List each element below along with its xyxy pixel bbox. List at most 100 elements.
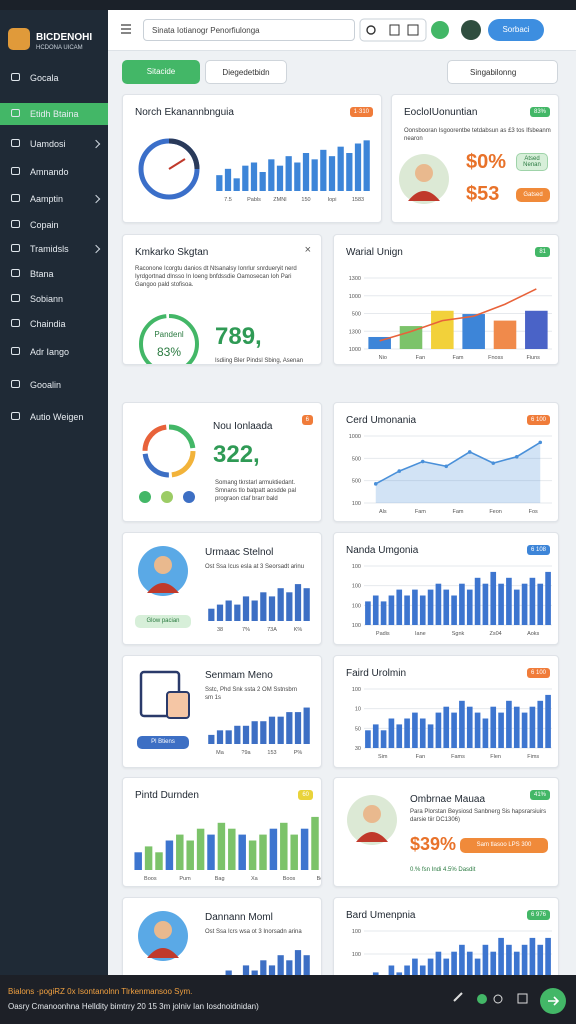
card-button[interactable]: Gatsed <box>516 188 550 202</box>
bar <box>506 944 512 986</box>
bar <box>311 816 319 870</box>
card-text: Ost Ssa Icrs wsa ot 3 Inorsadn arina <box>205 929 302 935</box>
card: Ombrnae Mauaa 41% Para Plorstan Beysiosd S… <box>333 777 559 887</box>
chart <box>139 670 190 719</box>
close-button[interactable]: × <box>304 244 311 256</box>
bar <box>365 730 371 748</box>
nav-icon <box>11 73 20 81</box>
bar <box>268 716 276 744</box>
bar <box>545 571 551 625</box>
bar <box>286 592 293 621</box>
nav-item[interactable]: Chaindia <box>0 313 108 335</box>
bar <box>435 583 442 625</box>
search-box[interactable]: Sinata Iotianogr Penorfiulonga <box>143 19 355 41</box>
bar <box>300 828 309 870</box>
x-tick-label: Fams <box>451 754 465 760</box>
bar <box>260 592 267 621</box>
area <box>375 442 541 503</box>
tab-active[interactable]: Sitacide <box>122 60 200 84</box>
bar <box>490 951 497 986</box>
icon-dot <box>139 491 151 503</box>
bar <box>443 958 450 986</box>
x-tick-label: Fam <box>453 509 464 515</box>
nav-item[interactable]: Autio Weigen <box>0 406 108 428</box>
y-tick-label: 10 <box>355 707 361 713</box>
brand-sub: HCDONA UICAM <box>36 45 83 51</box>
icon <box>389 24 400 36</box>
bar <box>451 595 457 625</box>
bar <box>165 840 174 870</box>
nav-item[interactable]: Tramidsls <box>0 238 108 260</box>
point <box>467 450 472 454</box>
bar <box>260 960 267 986</box>
card-title: Nou Ionlaada <box>213 421 273 432</box>
card-button[interactable]: Sam tlasoo LPS 300 <box>460 838 548 853</box>
card: Pintd Durnden 60 Boos Pum Bag Xa Boos Boms <box>122 777 322 887</box>
chart <box>139 314 199 364</box>
bar <box>506 577 512 625</box>
nav-item[interactable]: Adr Iango <box>0 341 108 363</box>
bar <box>196 828 205 870</box>
bar <box>216 175 223 191</box>
nav-item[interactable]: Gocala <box>0 67 108 89</box>
bar <box>155 852 163 870</box>
card-button[interactable]: Pl Btiens <box>137 736 189 749</box>
bar <box>412 589 418 625</box>
bar <box>451 951 457 986</box>
x-tick-label: 7.5 <box>224 197 232 203</box>
nav-item[interactable]: Aamptin <box>0 188 108 210</box>
nav-label: Adr Iango <box>30 347 70 357</box>
bar <box>466 589 473 625</box>
avatar-body <box>147 948 179 958</box>
search-button[interactable]: Sorbaci <box>488 19 544 41</box>
bar <box>529 937 536 986</box>
bar <box>388 595 395 625</box>
tab[interactable]: Diegedetbidn <box>205 60 287 84</box>
card: Norch Ekanannbnguia 1·310 7.5 Pabls ZMNI 150 I… <box>122 94 382 223</box>
sidebar: BICDENOHI HCDONA UICAM Gocala Etidh Btain… <box>0 10 108 975</box>
chart <box>138 138 200 200</box>
bar <box>459 944 465 986</box>
bar <box>435 712 442 748</box>
y-tick-label: 100 <box>352 929 361 935</box>
card-button[interactable]: Glow pacian <box>135 615 191 628</box>
card-text: Para Plorstan Beysiosd Sanbnerg Sis haps… <box>410 809 547 823</box>
y-tick-label: 1000 <box>349 434 361 440</box>
bar <box>521 944 528 986</box>
nav-item[interactable]: Copain <box>0 214 108 236</box>
bar <box>537 583 544 625</box>
bar <box>290 834 298 870</box>
x-tick-label: 1583 <box>352 197 364 203</box>
nav-item[interactable]: Uamdosi <box>0 133 108 155</box>
card-title: Senmam Meno <box>205 670 273 681</box>
bar <box>419 595 426 625</box>
bar <box>419 718 426 748</box>
chart <box>138 911 188 961</box>
dropdown[interactable]: Singabilonng <box>447 60 558 84</box>
nav-item[interactable]: Btana <box>0 263 108 285</box>
x-tick-label: Pum <box>179 876 191 882</box>
bar <box>260 721 267 744</box>
bar <box>303 955 310 986</box>
bar <box>490 571 497 625</box>
nav-item[interactable]: Sobiann <box>0 288 108 310</box>
nav-item[interactable]: Etidh Btaina <box>0 103 108 125</box>
bar <box>498 712 504 748</box>
nav-item[interactable]: Gooalin <box>0 374 108 396</box>
nav-item[interactable]: Amnando <box>0 161 108 183</box>
point <box>420 459 425 464</box>
icon <box>548 996 560 1006</box>
x-tick-label: Fan <box>416 754 425 760</box>
bar <box>286 712 293 744</box>
bar <box>285 156 292 191</box>
x-tick-label: Boms <box>317 876 322 882</box>
bar <box>280 822 288 870</box>
avatar-body <box>408 191 440 201</box>
card: Warial Unign 81 1300 1000 500 1300 1000 Nio Fan F… <box>333 234 559 365</box>
bar <box>251 600 258 621</box>
nav-label: Gocala <box>30 73 59 83</box>
bar <box>259 172 266 191</box>
bar <box>303 588 310 621</box>
tag: Atsed Nenan <box>516 153 548 171</box>
